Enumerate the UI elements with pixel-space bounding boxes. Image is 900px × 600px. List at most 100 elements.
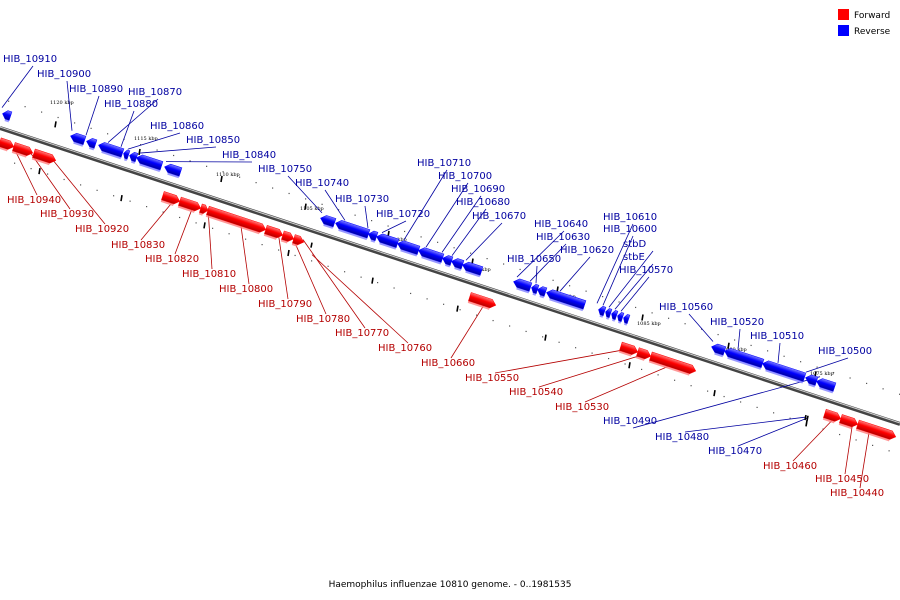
ruler-dot	[750, 344, 752, 347]
gene-shadow	[444, 264, 451, 268]
gene-arrow	[418, 247, 445, 263]
gene-arrow	[598, 306, 607, 317]
gene-label: HIB_10840	[222, 150, 276, 161]
gene-arrow	[636, 347, 652, 360]
gene-label: HIB_10470	[708, 446, 762, 457]
legend-swatch-forward	[838, 9, 849, 20]
gene-block	[335, 220, 371, 241]
gene-label: HIB_10560	[659, 302, 713, 313]
gene-block	[838, 414, 859, 429]
gene-shadow	[31, 157, 50, 166]
gene-label: HIB_10440	[830, 488, 884, 499]
gene-arrow	[12, 142, 34, 156]
gene-shadow	[400, 249, 418, 257]
gene-leader-line	[737, 328, 741, 350]
gene-leader-line	[403, 169, 448, 241]
ruler-dot	[476, 314, 478, 316]
gene-leader-line	[450, 299, 488, 359]
gene-arrow	[397, 240, 421, 255]
gene-block	[623, 314, 631, 326]
gene-shadow	[618, 350, 632, 357]
ruler-label: 1115 kbp	[134, 136, 158, 142]
gene-label: HIB_10860	[150, 121, 204, 132]
gene-label: HIB_10900	[37, 69, 91, 80]
ruler-dot	[701, 328, 703, 330]
gene-label: HIB_10450	[815, 474, 869, 485]
gene-leader-line	[620, 276, 650, 312]
gene-leader-line	[596, 223, 634, 304]
gene-label: stbD	[623, 239, 646, 250]
gene-leader-line	[535, 265, 538, 284]
ruler-dot	[228, 233, 230, 235]
gene-label: HIB_10820	[145, 254, 199, 265]
ruler-dot	[140, 144, 142, 146]
gene-arrow	[805, 374, 819, 386]
gene-arrow	[724, 348, 765, 369]
gene-arrow	[320, 215, 337, 228]
ruler-dot	[519, 268, 521, 271]
ruler-dot	[833, 371, 835, 374]
gene-leader-line	[602, 235, 634, 306]
gene-arrow	[292, 234, 305, 246]
gene-arrow	[161, 191, 181, 205]
gene-block	[617, 312, 625, 324]
gene-label: HIB_10850	[186, 135, 240, 146]
gene-label: HIB_10920	[75, 224, 129, 235]
gene-arrow	[442, 255, 454, 266]
gene-block	[123, 149, 131, 162]
ruler-dot	[162, 211, 164, 213]
gene-leader-line	[120, 110, 135, 147]
gene-arrow	[451, 258, 465, 270]
gene-leader-line	[425, 182, 469, 248]
gene-label: HIB_10600	[603, 224, 657, 235]
gene-block	[648, 351, 697, 376]
ruler-dot	[206, 165, 208, 167]
gene-block	[280, 230, 295, 244]
gene-block	[177, 196, 202, 213]
ruler-dot	[404, 230, 406, 233]
gene-shadow	[73, 141, 84, 147]
gene-label: HIB_10930	[40, 209, 94, 220]
ruler-dot	[509, 325, 511, 327]
ruler-tick	[805, 420, 808, 427]
gene-shadow	[611, 318, 616, 322]
gene-shadow	[280, 239, 288, 244]
ruler-dot	[674, 379, 676, 381]
ruler-tick	[544, 334, 547, 341]
gene-leader-line	[277, 231, 289, 300]
gene-label: HIB_10940	[7, 195, 61, 206]
gene-arrow	[468, 292, 497, 309]
gene-leader-line	[302, 239, 366, 329]
gene-label: HIB_10800	[219, 284, 273, 295]
gene-arrow	[2, 110, 13, 121]
gene-arrow	[70, 132, 87, 146]
gene-arrow	[823, 408, 842, 422]
gene-shadow	[599, 314, 604, 318]
ruler-dots	[8, 100, 900, 452]
gene-label: HIB_10510	[750, 331, 804, 342]
gene-block	[70, 132, 87, 147]
ruler-tick	[287, 249, 290, 257]
gene-arrow	[129, 151, 139, 163]
ruler-dot	[47, 173, 49, 175]
gene-label: HIB_10750	[258, 164, 312, 175]
gene-arrow	[537, 286, 548, 297]
ruler-dot	[41, 111, 43, 113]
gene-block	[531, 283, 540, 296]
gene-leader-line	[859, 426, 871, 489]
gene-leader-line	[465, 222, 503, 261]
gene-label: HIB_10460	[763, 461, 817, 472]
gene-leader-line	[127, 132, 181, 150]
gene-label: HIB_10720	[376, 209, 430, 220]
gene-arrow	[856, 419, 897, 440]
gene-leader-line	[364, 205, 369, 229]
gene-shadow	[465, 270, 481, 278]
ruler-dot	[74, 122, 76, 124]
gene-arrow	[281, 230, 295, 242]
gene-block	[160, 191, 181, 206]
gene-leader-line	[1, 65, 34, 108]
ruler-dot	[740, 401, 742, 403]
gene-block	[462, 261, 484, 278]
gene-shadow	[263, 233, 277, 240]
